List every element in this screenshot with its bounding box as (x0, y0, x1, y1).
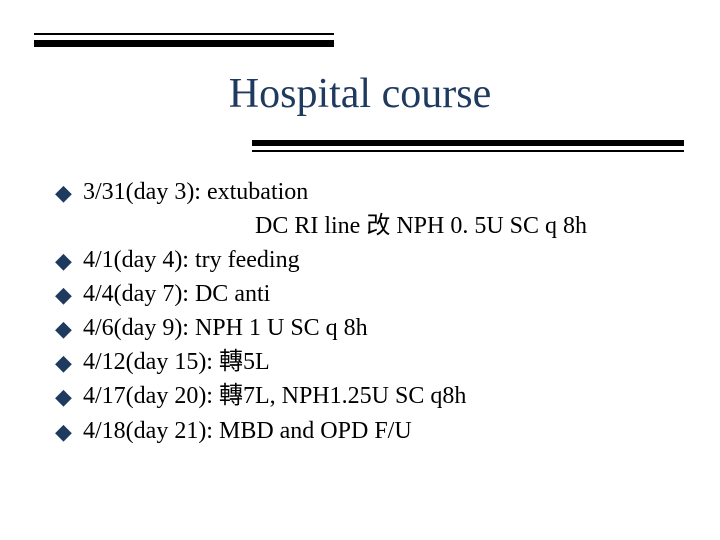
list-item: ◆ 3/31(day 3): extubation (55, 175, 690, 209)
decor-top-thick-line (34, 40, 334, 47)
list-item-text: DC RI line 改 NPH 0. 5U SC q 8h (83, 213, 587, 239)
list-item: ◆ 4/12(day 15): 轉5L (55, 345, 690, 379)
list-item-text: 4/17(day 20): 轉7L, NPH1.25U SC q8h (83, 383, 466, 409)
list-item-text: 4/6(day 9): NPH 1 U SC q 8h (83, 315, 368, 341)
decor-under-thick-line (252, 140, 684, 146)
list-item: ◆ 4/1(day 4): try feeding (55, 243, 690, 277)
list-item: ◆ 4/17(day 20): 轉7L, NPH1.25U SC q8h (55, 379, 690, 413)
bullet-icon: ◆ (55, 313, 72, 344)
bullet-icon: ◆ (55, 245, 72, 276)
bullet-icon: ◆ (55, 416, 72, 447)
list-item: ◆ 4/4(day 7): DC anti (55, 277, 690, 311)
list-item-text: 3/31(day 3): extubation (83, 179, 308, 205)
bullet-icon: ◆ (55, 381, 72, 412)
list-item-text: 4/4(day 7): DC anti (83, 281, 270, 307)
list-item-text: 4/1(day 4): try feeding (83, 247, 300, 273)
slide-content: ◆ 3/31(day 3): extubation DC RI line 改 N… (55, 175, 690, 448)
list-item-text: 4/12(day 15): 轉5L (83, 349, 270, 375)
list-item: DC RI line 改 NPH 0. 5U SC q 8h (55, 209, 690, 243)
bullet-icon: ◆ (55, 177, 72, 208)
slide: Hospital course ◆ 3/31(day 3): extubatio… (0, 0, 720, 540)
bullet-icon: ◆ (55, 279, 72, 310)
decor-under-thin-line (252, 150, 684, 152)
decor-top-thin-line (34, 33, 334, 35)
bullet-icon: ◆ (55, 347, 72, 378)
list-item: ◆ 4/6(day 9): NPH 1 U SC q 8h (55, 311, 690, 345)
slide-title: Hospital course (0, 70, 720, 118)
list-item: ◆ 4/18(day 21): MBD and OPD F/U (55, 414, 690, 448)
list-item-text: 4/18(day 21): MBD and OPD F/U (83, 418, 412, 444)
